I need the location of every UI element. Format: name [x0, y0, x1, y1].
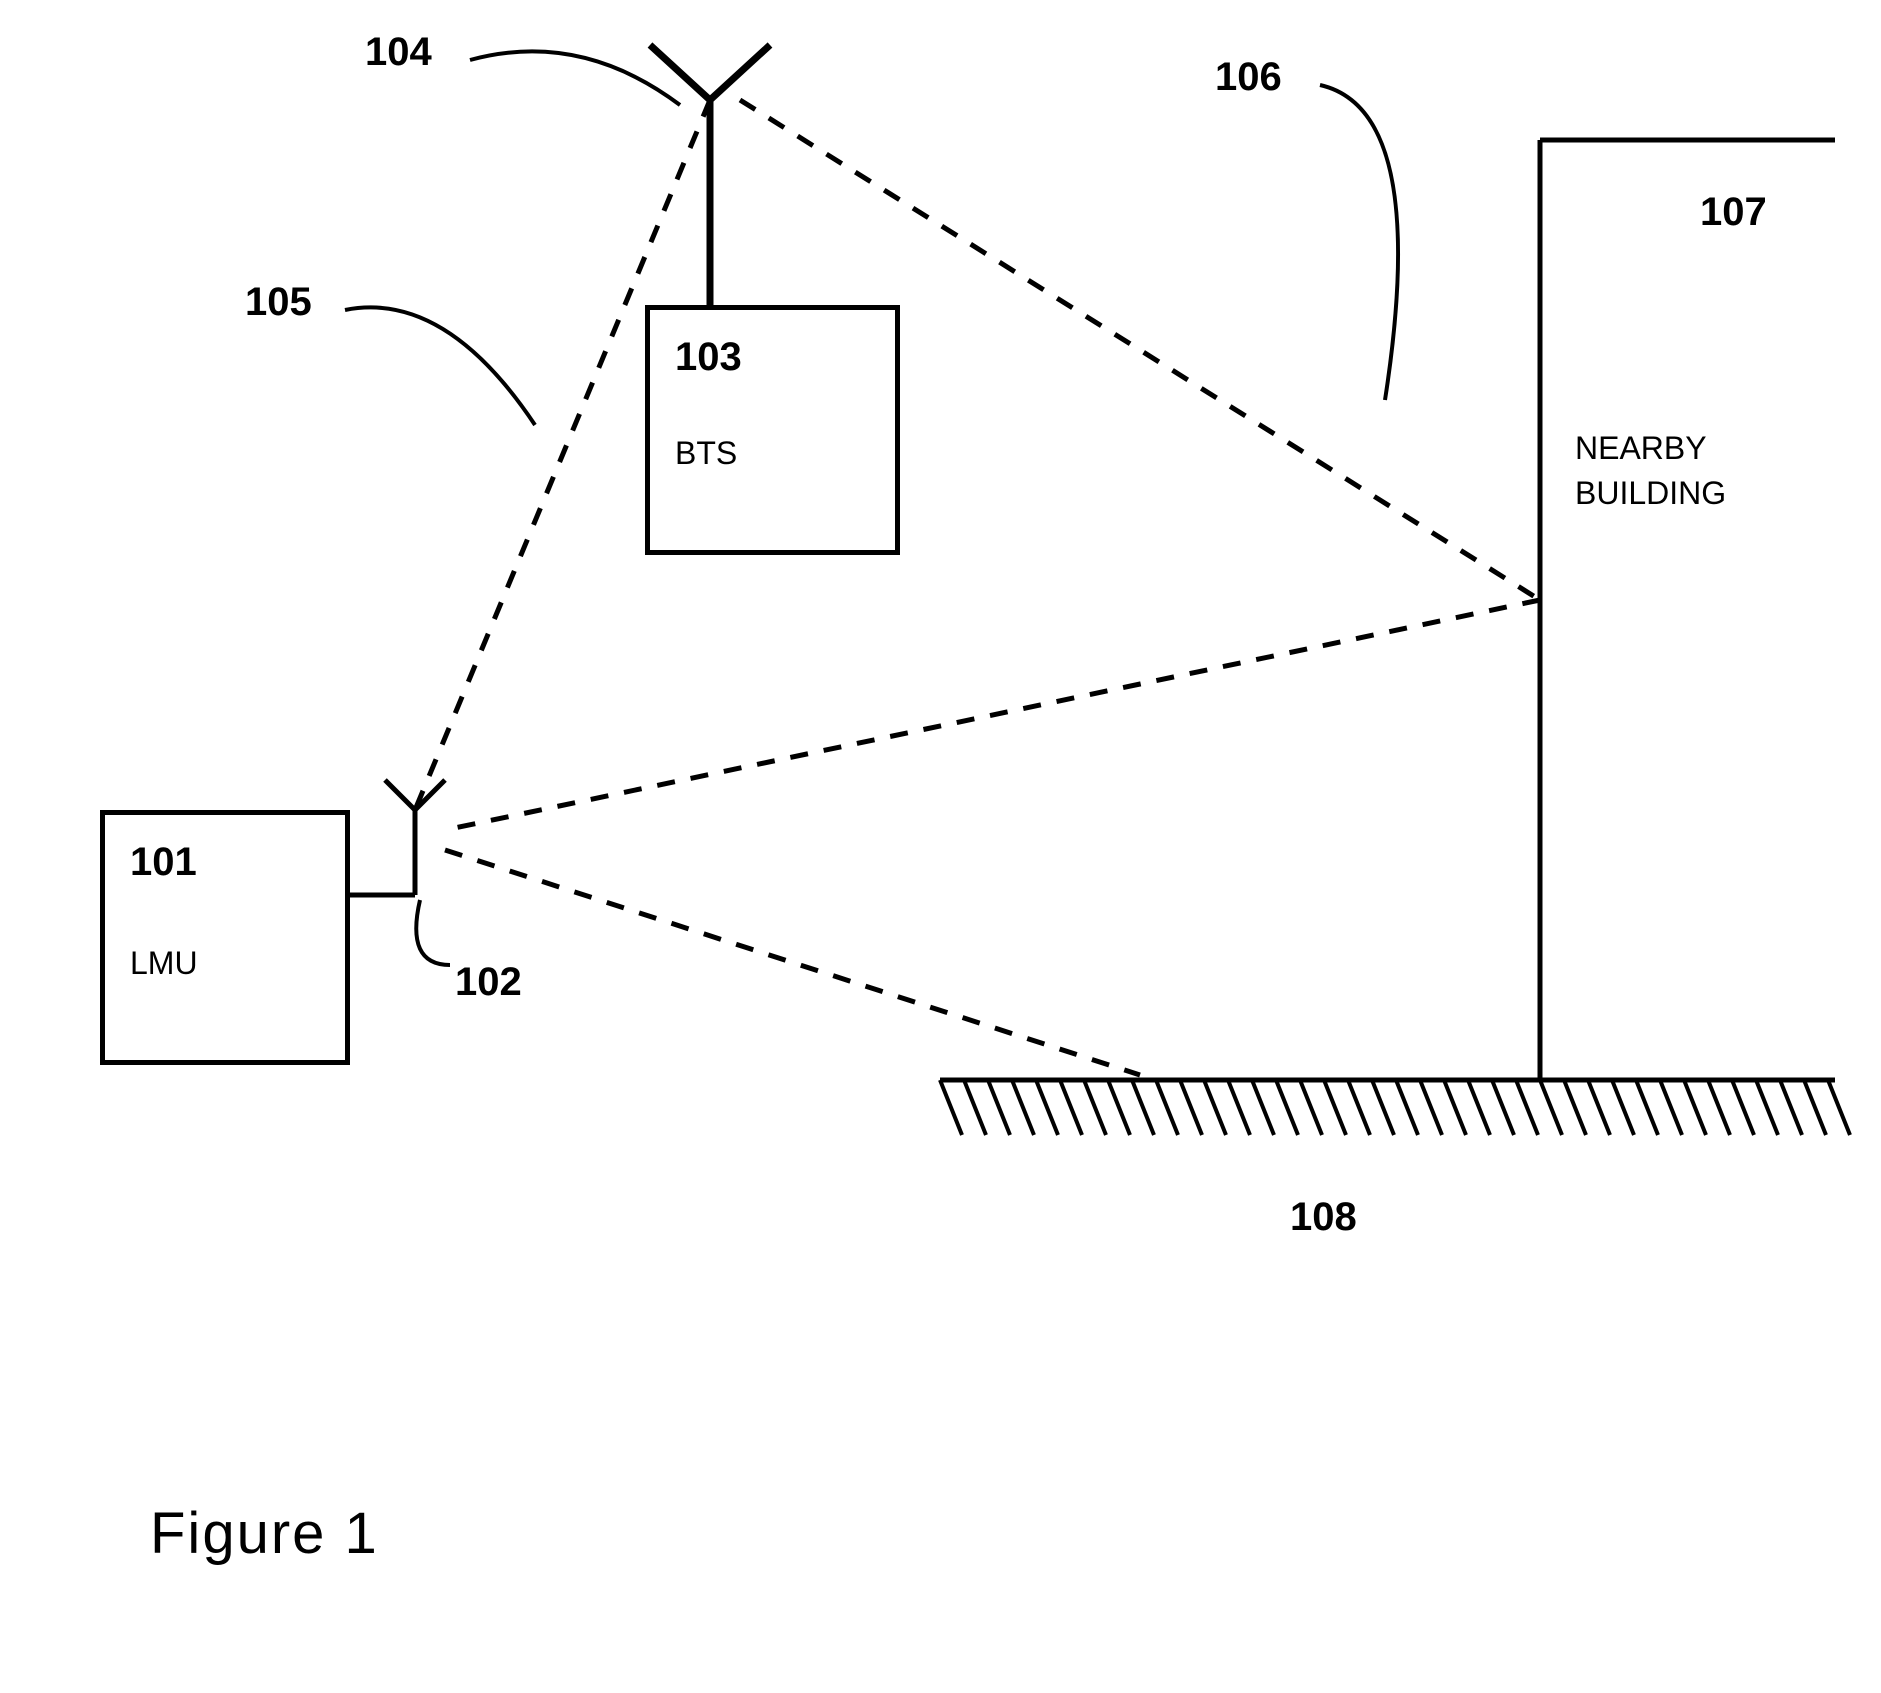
ref-107: 107: [1700, 190, 1767, 235]
leader-105: [345, 307, 535, 425]
ref-106: 106: [1215, 55, 1282, 100]
ref-108: 108: [1290, 1195, 1357, 1240]
ref-102: 102: [455, 960, 522, 1005]
diagram-container: 101 LMU 103 BTS 104 105 106 107 102 108 …: [0, 0, 1881, 1693]
lmu-ref: 101: [130, 840, 197, 885]
lmu-antenna: [350, 780, 445, 895]
ref-105: 105: [245, 280, 312, 325]
lmu-box: 101 LMU: [100, 810, 350, 1065]
leader-102: [416, 900, 450, 965]
bts-box: 103 BTS: [645, 305, 900, 555]
path-reflected-ground: [445, 850, 1140, 1075]
leader-106: [1320, 85, 1398, 400]
path-reflected-building: [445, 100, 1540, 830]
bts-antenna: [650, 45, 770, 305]
lmu-text: LMU: [130, 945, 198, 982]
building-outline: [1540, 140, 1835, 1080]
ref-104: 104: [365, 30, 432, 75]
leader-104: [470, 51, 680, 105]
building-text1: NEARBY: [1575, 430, 1707, 467]
bts-text: BTS: [675, 435, 737, 472]
ground-hatching: [940, 1080, 1850, 1135]
figure-label: Figure 1: [150, 1500, 379, 1567]
bts-ref: 103: [675, 335, 742, 380]
building-text2: BUILDING: [1575, 475, 1726, 512]
